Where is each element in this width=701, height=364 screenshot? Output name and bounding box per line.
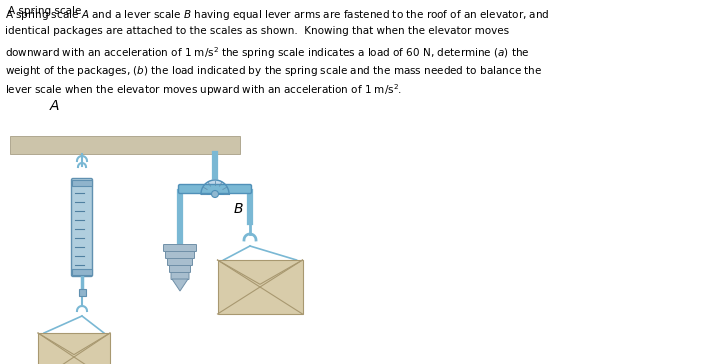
Text: $\it{B}$: $\it{B}$ — [233, 202, 244, 216]
Bar — [217, 260, 303, 314]
FancyBboxPatch shape — [168, 258, 193, 265]
Polygon shape — [172, 279, 188, 291]
Text: $\it{A}$: $\it{A}$ — [49, 99, 60, 113]
Circle shape — [212, 190, 219, 198]
Bar — [10, 136, 240, 154]
Text: A spring scale: A spring scale — [8, 6, 85, 16]
FancyBboxPatch shape — [165, 252, 194, 258]
Polygon shape — [201, 180, 229, 194]
Bar — [38, 333, 110, 364]
Text: lever scale when the elevator moves upward with an acceleration of 1 m/s$^2$.: lever scale when the elevator moves upwa… — [5, 82, 402, 98]
FancyBboxPatch shape — [170, 265, 191, 273]
FancyBboxPatch shape — [171, 273, 189, 280]
Text: weight of the packages, ($\it{b}$) the load indicated by the spring scale and th: weight of the packages, ($\it{b}$) the l… — [5, 63, 543, 78]
Bar — [79, 289, 86, 296]
Text: identical packages are attached to the scales as shown.  Knowing that when the e: identical packages are attached to the s… — [5, 27, 509, 36]
Bar — [72, 269, 92, 275]
FancyBboxPatch shape — [72, 178, 93, 277]
Text: A spring scale $\it{A}$ and a lever scale $\it{B}$ having equal lever arms are f: A spring scale $\it{A}$ and a lever scal… — [5, 8, 550, 22]
FancyBboxPatch shape — [179, 185, 252, 194]
Bar — [72, 180, 92, 186]
FancyBboxPatch shape — [163, 245, 196, 252]
Text: downward with an acceleration of 1 m/s$^2$ the spring scale indicates a load of : downward with an acceleration of 1 m/s$^… — [5, 45, 530, 61]
